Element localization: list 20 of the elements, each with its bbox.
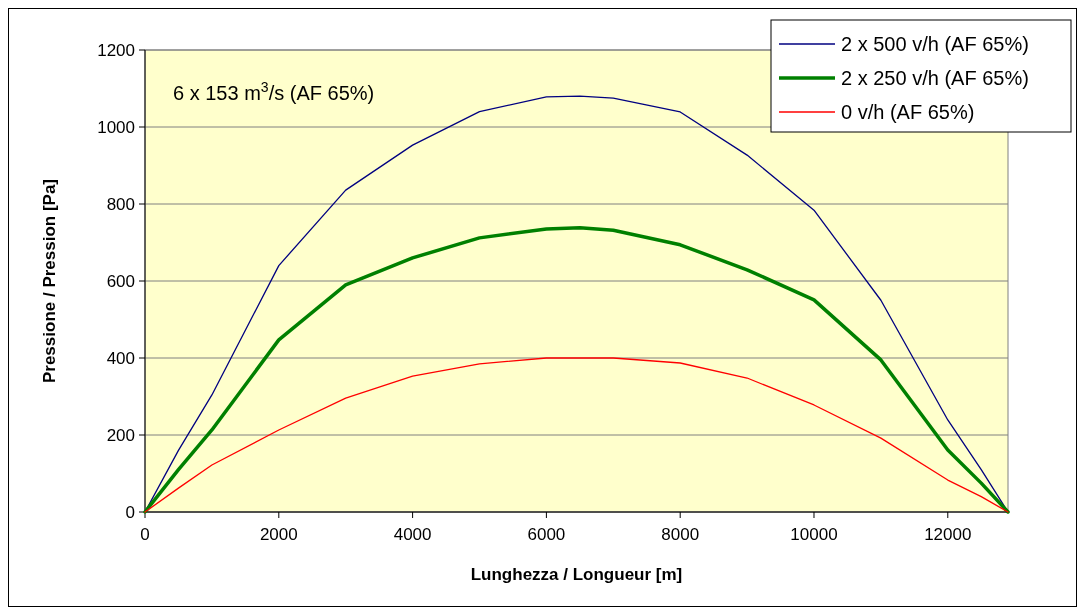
y-tick-label: 1000 [97, 118, 135, 137]
x-tick-label: 4000 [393, 525, 432, 544]
x-tick-label: 10000 [790, 525, 838, 544]
y-tick-label: 400 [106, 349, 135, 368]
y-tick-label: 1200 [97, 41, 135, 60]
x-tick-label: 0 [140, 525, 150, 544]
y-tick-label: 0 [125, 503, 135, 522]
annotation: 6 x 153 m$^{3}$/s (AF 65%) [173, 79, 375, 104]
x-tick-label: 12000 [924, 525, 972, 544]
y-tick-label: 600 [106, 272, 135, 291]
y-axis-title: Pressione / Pression [Pa] [40, 178, 59, 384]
legend-label: 2 x 500 v/h (AF 65%) [841, 33, 1029, 55]
legend-label: 0 v/h (AF 65%) [841, 101, 975, 123]
x-tick-label: 8000 [661, 525, 700, 544]
x-tick-label: 2000 [259, 525, 298, 544]
y-tick-label: 200 [106, 426, 135, 445]
x-tick-label: 6000 [527, 525, 566, 544]
legend-label: 2 x 250 v/h (AF 65%) [841, 67, 1029, 89]
y-tick-label: 800 [106, 195, 135, 214]
x-axis-title: Lunghezza / Longueur [m] [470, 565, 683, 584]
